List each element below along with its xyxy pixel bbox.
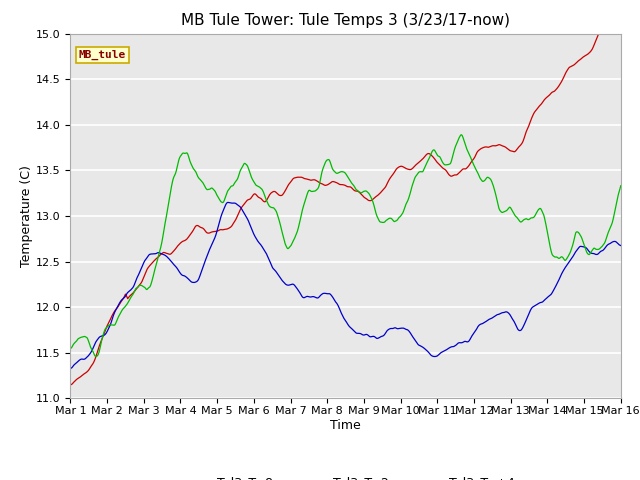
Legend: Tul3_Ts-8, Tul3_Ts-2, Tul3_Tw+4: Tul3_Ts-8, Tul3_Ts-2, Tul3_Tw+4 xyxy=(171,471,520,480)
Tul3_Tw+4 xyxy=(617,183,625,189)
Tul3_Ts-8 xyxy=(380,186,387,192)
Tul3_Ts-2 xyxy=(109,314,117,320)
X-axis label: Time: Time xyxy=(330,419,361,432)
Tul3_Ts-2 xyxy=(380,332,388,338)
Tul3_Tw+4 xyxy=(92,354,100,360)
Tul3_Tw+4 xyxy=(132,286,140,291)
Tul3_Ts-8 xyxy=(321,182,329,188)
Tul3_Ts-2 xyxy=(300,295,308,300)
Title: MB Tule Tower: Tule Temps 3 (3/23/17-now): MB Tule Tower: Tule Temps 3 (3/23/17-now… xyxy=(181,13,510,28)
Tul3_Ts-8 xyxy=(617,0,625,1)
Tul3_Ts-8 xyxy=(300,176,308,181)
Y-axis label: Temperature (C): Temperature (C) xyxy=(20,165,33,267)
Tul3_Ts-2 xyxy=(224,200,232,205)
Line: Tul3_Tw+4: Tul3_Tw+4 xyxy=(70,135,621,357)
Tul3_Tw+4 xyxy=(380,219,388,225)
Tul3_Ts-8 xyxy=(67,382,74,387)
Tul3_Ts-8 xyxy=(109,311,117,317)
Tul3_Tw+4 xyxy=(312,188,319,193)
Tul3_Ts-2 xyxy=(67,365,74,371)
Tul3_Tw+4 xyxy=(322,159,330,165)
Tul3_Ts-2 xyxy=(617,243,625,249)
Tul3_Tw+4 xyxy=(67,345,74,351)
Line: Tul3_Ts-2: Tul3_Ts-2 xyxy=(70,203,621,368)
Line: Tul3_Ts-8: Tul3_Ts-8 xyxy=(70,0,621,384)
Tul3_Ts-8 xyxy=(312,177,319,183)
Tul3_Ts-2 xyxy=(322,290,330,296)
Tul3_Ts-2 xyxy=(132,279,140,285)
Tul3_Tw+4 xyxy=(300,201,308,206)
Tul3_Ts-2 xyxy=(312,295,319,300)
Tul3_Tw+4 xyxy=(458,132,465,138)
Text: MB_tule: MB_tule xyxy=(79,50,126,60)
Tul3_Tw+4 xyxy=(109,322,117,328)
Tul3_Ts-8 xyxy=(132,288,140,293)
